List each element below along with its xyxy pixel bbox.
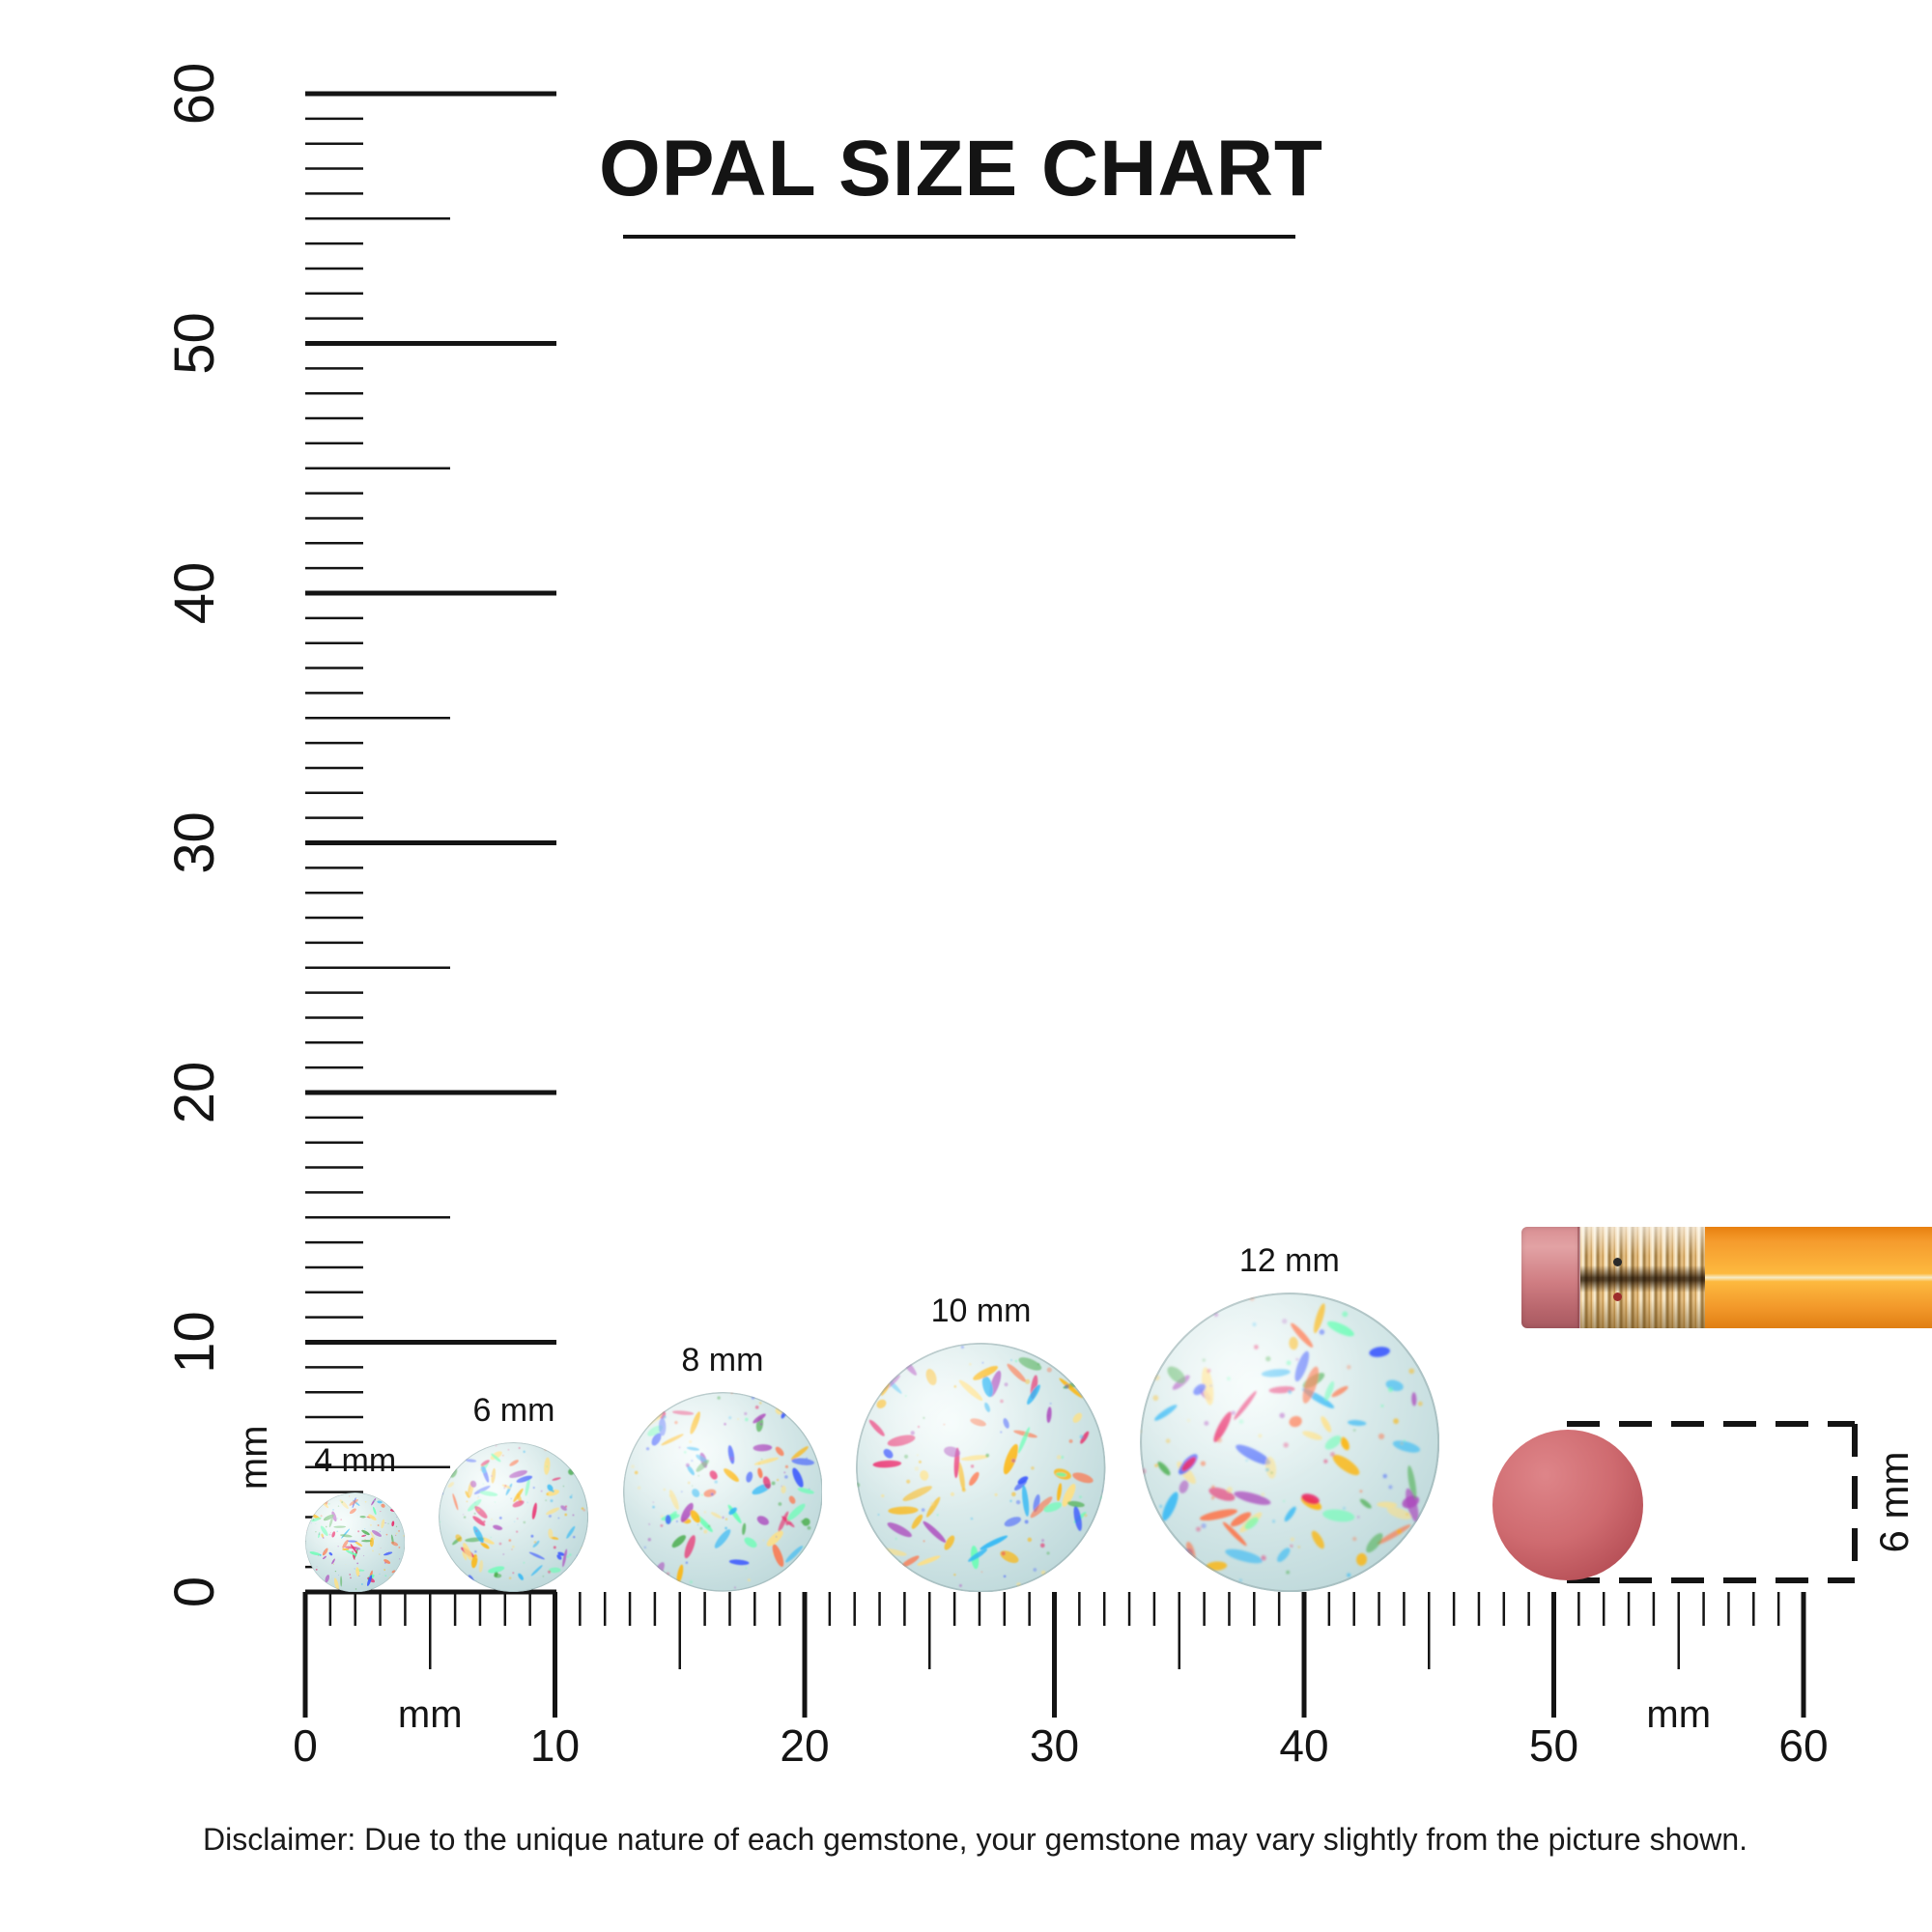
- svg-text:6 mm: 6 mm: [1871, 1452, 1917, 1553]
